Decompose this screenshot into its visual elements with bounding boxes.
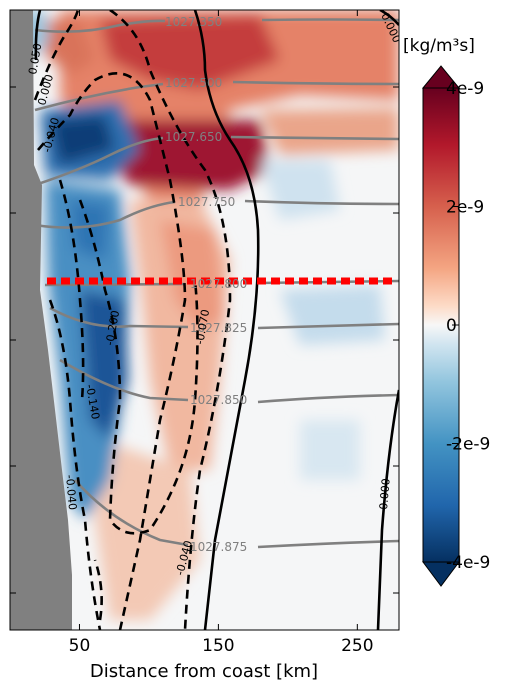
colorbar-tick-label: 4e-9 [446,79,484,99]
land-mask [10,10,72,630]
field-negative-offshore-2 [280,285,385,345]
velocity-contour-0.000-top [379,10,399,26]
velocity-contour-minus-0.200 [78,199,199,535]
velocity-contour-0.000-right [376,389,399,630]
plot-frame [9,9,400,631]
velocity-label: 0.050 [26,42,44,75]
velocity-label: -0.070 [193,308,212,345]
density-contour-1027.875 [74,479,399,549]
velocity-contour-0.000-main [193,10,260,630]
field-positive-right [260,108,399,155]
field-positive-coast [40,20,95,75]
density-contour-1027.825 [49,306,399,330]
colorbar-extend-min [422,561,460,587]
x-axis: 50 150 250 [69,10,374,656]
density-label: 1027.875 [190,540,247,554]
velocity-label: 0.000 [377,478,393,511]
velocity-contour-minus-0.040-outer [37,72,187,630]
density-contour-labels: 1027.350 1027.500 1027.650 1027.750 1027… [165,15,247,554]
velocity-label: -0.200 [103,309,122,346]
field-strong-positive-top [100,15,280,90]
density-label: 1027.800 [190,277,247,291]
velocity-contours [33,10,399,630]
density-label: 1027.650 [165,130,222,144]
velocity-label: -0.040 [63,474,79,510]
field-negative-offshore-1 [260,160,340,220]
density-label: 1027.350 [165,15,222,29]
density-label: 1027.750 [178,195,235,209]
plot-area: 1027.350 1027.500 1027.650 1027.750 1027… [10,10,399,630]
velocity-contour-minus-0.070 [109,10,232,630]
velocity-contour-0.050 [34,10,42,61]
density-contour-1027.850 [59,358,399,404]
velocity-contour-minus-0.040-inner [58,179,85,401]
field-positive-band-core [160,220,225,330]
colorbar-tick-label: 2e-9 [446,198,484,218]
density-label: 1027.825 [190,321,247,335]
colorbar-unit-label: [kg/m³s] [403,36,475,56]
x-tick-label: 150 [202,636,234,656]
field-negative-upper-core [50,115,115,165]
y-ticks [10,86,399,594]
density-contour-1027.750 [34,199,399,229]
field-strong-positive-core [110,120,270,190]
field-negative-offshore-3 [300,420,360,480]
density-contour-1027.350 [34,18,399,33]
density-contour-1027.650 [34,135,399,187]
colorbar-ticks: 4e-9 2e-9 0 -2e-9 -4e-9 [446,79,490,573]
velocity-contour-0.000-dashed [33,10,80,101]
velocity-label: -0.140 [83,383,102,420]
x-tick-label: 50 [69,636,91,656]
colorbar: 4e-9 2e-9 0 -2e-9 -4e-9 [kg/m³s] [403,36,490,587]
density-label: 1027.500 [165,76,222,90]
colorbar-tick-label: -2e-9 [446,435,490,455]
colorbar-tick-label: 0 [446,316,457,336]
velocity-contour-minus-0.140 [48,299,102,630]
colorbar-tick-label: -4e-9 [446,553,490,573]
density-contour-1027.500 [34,80,399,112]
x-tick-label: 250 [341,636,373,656]
density-label: 1027.850 [190,393,247,407]
x-axis-title: Distance from coast [km] [90,661,318,682]
velocity-contour-minus-0.040-bottom [93,559,103,621]
